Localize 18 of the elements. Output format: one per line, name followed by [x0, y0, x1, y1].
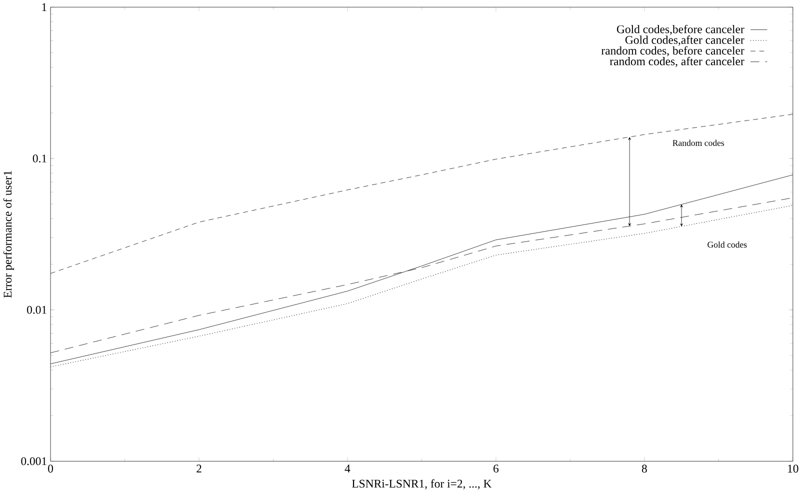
legend-label: random codes, after canceler: [610, 57, 744, 68]
annotation: Gold codes: [708, 242, 747, 248]
x-tick-label: 6: [494, 464, 499, 473]
legend-label: Gold codes,before canceler: [616, 25, 744, 36]
x-tick-label: 0: [48, 464, 54, 473]
y-tick-label: 0.001: [21, 457, 46, 466]
x-tick-label: 8: [642, 464, 647, 473]
x-tick-label: 2: [196, 464, 202, 473]
legend-label: Gold codes,after canceler: [625, 36, 744, 46]
y-axis-title: Error performance of user1: [3, 171, 14, 298]
x-tick-label: 10: [788, 464, 798, 473]
y-tick-label: 0.1: [32, 154, 46, 163]
x-tick-label: 4: [344, 464, 350, 473]
x-axis-title: LSNRi-LSNR1, for i=2, ..., K: [352, 479, 492, 490]
legend-label: random codes, before canceler: [601, 46, 744, 57]
annotation: Random codes: [672, 140, 724, 146]
y-tick-label: 0.01: [27, 306, 46, 314]
y-tick-label: 1: [42, 3, 46, 12]
